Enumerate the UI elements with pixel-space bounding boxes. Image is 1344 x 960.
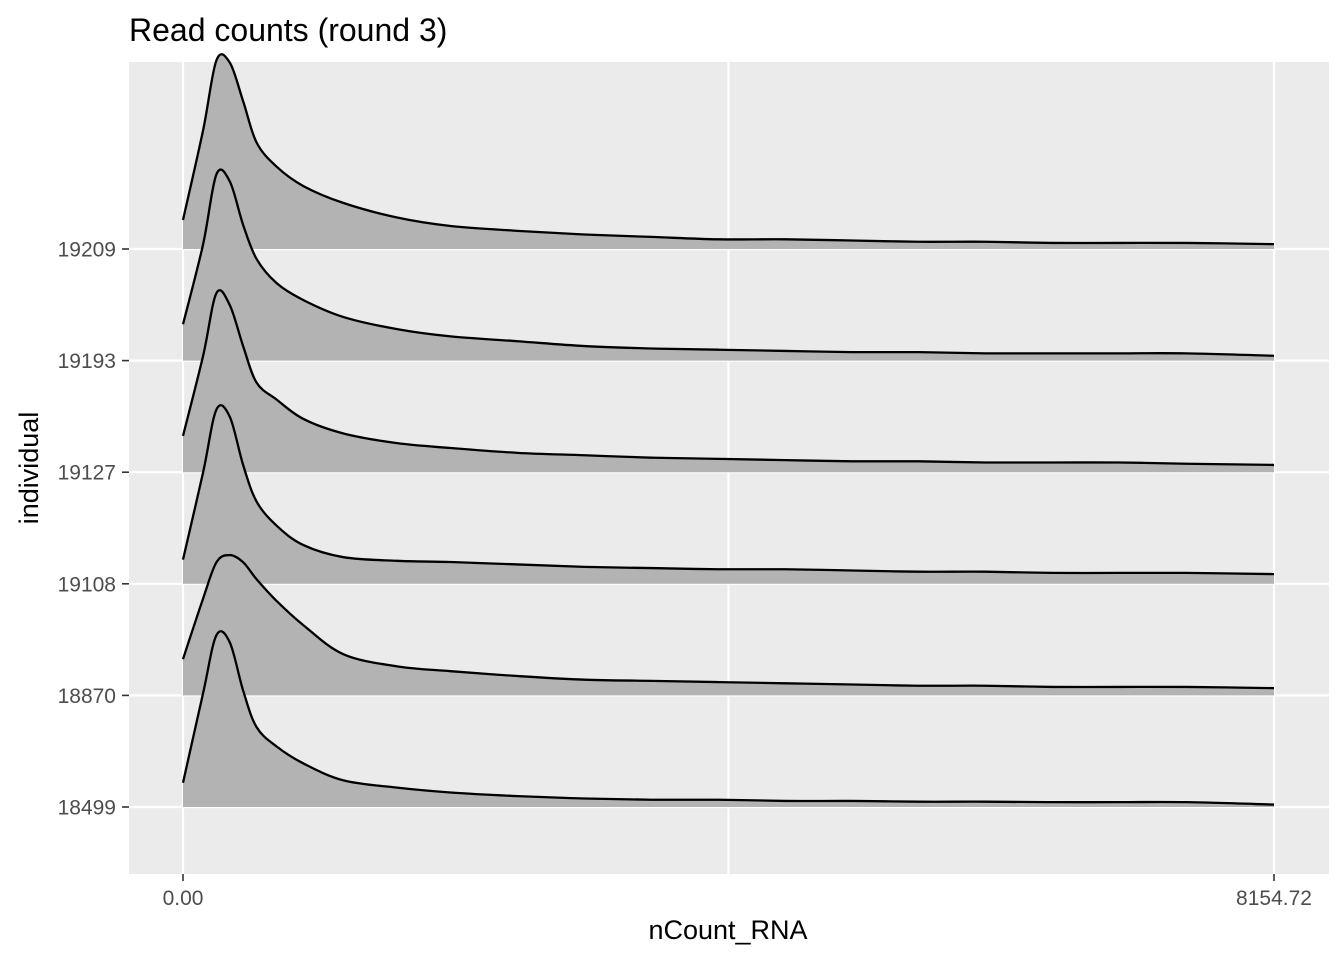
y-tick-label: 19127 xyxy=(58,462,116,485)
y-axis: 18499 18870 19108 19127 19193 19209 xyxy=(58,239,129,820)
ridge-19193 xyxy=(181,168,1275,361)
ridge-19209 xyxy=(181,53,1275,250)
ridge-18870 xyxy=(181,553,1275,696)
y-tick-label: 18870 xyxy=(58,685,116,708)
y-tick-label: 18499 xyxy=(58,797,116,820)
ridge-line xyxy=(181,168,1275,357)
ridge-19127 xyxy=(181,289,1275,473)
ridges xyxy=(181,53,1275,807)
ridge-line xyxy=(181,404,1275,576)
ridge-line xyxy=(181,53,1275,246)
ridge-area xyxy=(183,54,1274,250)
x-tick-label: 8154.72 xyxy=(1236,887,1312,910)
ridge-area xyxy=(183,290,1274,473)
x-axis-title: nCount_RNA xyxy=(648,915,807,945)
y-tick-label: 19209 xyxy=(58,239,116,262)
ridge-line xyxy=(181,289,1275,467)
ridge-area xyxy=(183,555,1274,696)
x-tick-label: 0.00 xyxy=(163,887,204,910)
y-tick-label: 19108 xyxy=(58,573,116,596)
y-axis-title: individual xyxy=(14,412,44,525)
x-axis: 0.00 8154.72 xyxy=(163,874,1312,910)
ridge-19108 xyxy=(181,404,1275,584)
ridge-line xyxy=(181,630,1275,806)
ridge-area xyxy=(183,169,1274,361)
ridge-area xyxy=(183,631,1274,807)
y-tick-label: 19193 xyxy=(58,350,116,373)
ridge-area xyxy=(183,405,1274,584)
ridge-18499 xyxy=(181,630,1275,807)
ridge-line xyxy=(181,553,1275,690)
chart-title: Read counts (round 3) xyxy=(129,12,447,48)
